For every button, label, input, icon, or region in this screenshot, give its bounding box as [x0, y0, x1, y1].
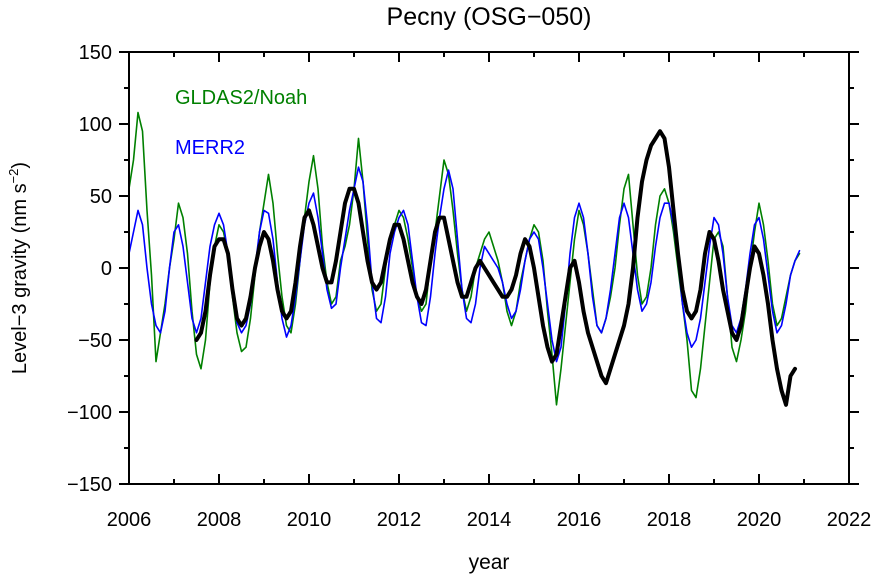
legend-entry-gldas2-noah: GLDAS2/Noah	[175, 87, 307, 109]
y-tick-label: −150	[67, 474, 112, 496]
legend: GLDAS2/Noah MERR2	[175, 87, 307, 159]
y-tick-label: 0	[101, 258, 112, 280]
plot-frame	[128, 51, 850, 485]
y-tick-label: −50	[78, 330, 112, 352]
x-tick-label: 2022	[827, 509, 872, 531]
y-tick-label: 150	[79, 42, 112, 64]
x-tick-label: 2020	[737, 509, 782, 531]
y-axis-label-superscript: −2	[6, 169, 21, 184]
y-axis-label: Level−3 gravity (nm s−2)	[6, 162, 31, 374]
x-tick-label: 2010	[287, 509, 332, 531]
y-axis: −150 −100 −50 0 50 100 150	[67, 42, 859, 496]
plot-series-group	[128, 111, 801, 407]
x-axis-label: year	[469, 551, 510, 574]
series-line-merr2	[128, 166, 801, 363]
chart-title: Pecny (OSG−050)	[387, 3, 592, 31]
y-tick-label: −100	[67, 402, 112, 424]
y-tick-label: 50	[90, 186, 112, 208]
x-tick-label: 2006	[107, 509, 152, 531]
legend-entry-merr2: MERR2	[175, 137, 245, 159]
series-line-observed	[194, 129, 797, 407]
y-tick-label: 100	[79, 114, 112, 136]
x-tick-label: 2018	[647, 509, 692, 531]
y-axis-label-main: Level−3 gravity (nm s	[9, 183, 31, 374]
x-tick-label: 2008	[197, 509, 242, 531]
x-tick-label: 2016	[557, 509, 602, 531]
x-tick-label: 2012	[377, 509, 422, 531]
x-tick-label: 2014	[467, 509, 512, 531]
x-axis: 2006 2008 2010 2012 2014 2016 2018 2020 2022	[107, 52, 872, 531]
y-axis-label-close: )	[9, 162, 31, 169]
